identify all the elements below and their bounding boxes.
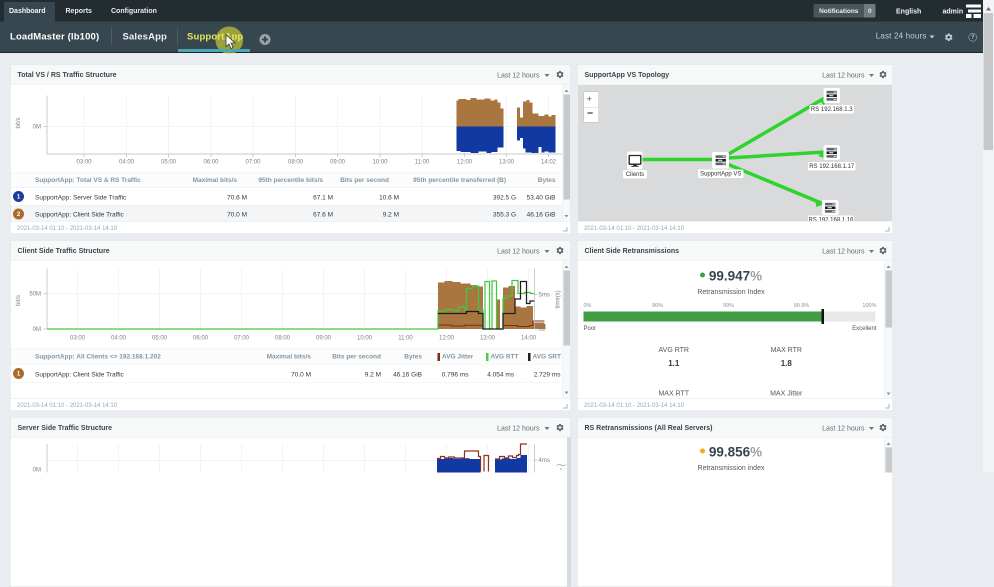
svg-text:10:00: 10:00 [372,160,388,166]
svg-text:11:00: 11:00 [415,160,430,166]
svg-text:14:00: 14:00 [521,336,537,342]
svg-text:07:00: 07:00 [245,160,261,166]
svg-text:06:00: 06:00 [193,336,209,342]
svg-text:10:00: 10:00 [357,336,373,342]
svg-text:11:00: 11:00 [398,336,413,342]
svg-text:5ms: 5ms [539,293,550,299]
svg-text:12:00: 12:00 [457,160,473,166]
svg-text:14:02: 14:02 [541,160,557,166]
svg-text:03:00: 03:00 [76,160,92,166]
svg-text:12:00: 12:00 [439,336,455,342]
svg-text:09:00: 09:00 [330,160,346,166]
svg-text:bit/s: bit/s [16,117,22,128]
svg-text:08:00: 08:00 [288,160,304,166]
svg-text:4ms: 4ms [539,458,550,464]
svg-text:0M: 0M [33,468,41,473]
svg-text:06:00: 06:00 [203,160,219,166]
svg-text:time(s): time(s) [556,290,562,308]
svg-text:05:00: 05:00 [161,160,177,166]
svg-text:13:00: 13:00 [499,160,515,166]
svg-text:05:00: 05:00 [152,336,168,342]
svg-text:04:00: 04:00 [111,336,127,342]
svg-text:50M: 50M [29,292,41,298]
svg-text:13:00: 13:00 [480,336,496,342]
svg-text:0M: 0M [33,327,41,333]
svg-text:04:00: 04:00 [119,160,135,166]
svg-text:03:00: 03:00 [70,336,86,342]
svg-text:0M: 0M [33,125,41,131]
svg-text:07:00: 07:00 [234,336,250,342]
svg-text:bit/s: bit/s [16,295,22,306]
svg-text:08:00: 08:00 [275,336,291,342]
svg-text:09:00: 09:00 [316,336,332,342]
svg-text:0s: 0s [539,327,545,333]
